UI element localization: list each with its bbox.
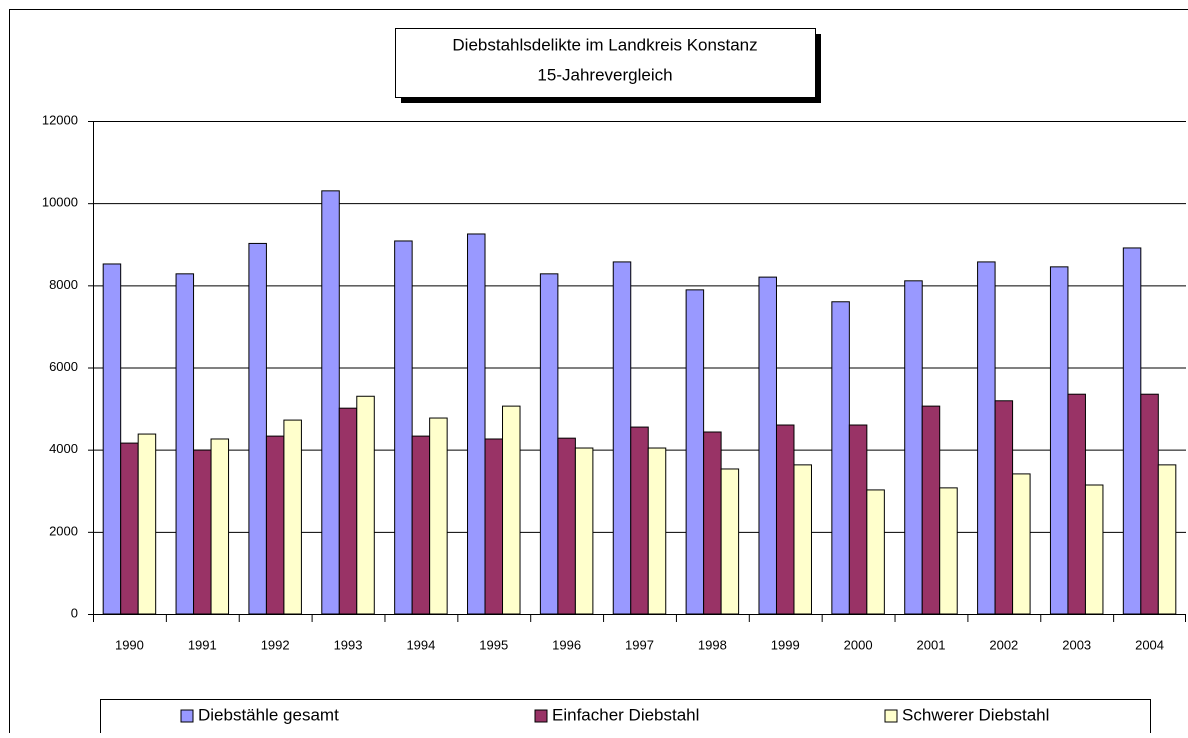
bar: [266, 436, 284, 614]
bar: [1013, 474, 1030, 614]
bar: [1141, 394, 1159, 614]
bar: [704, 432, 722, 614]
x-tick-label: 2000: [844, 637, 873, 652]
bar: [648, 448, 666, 614]
bar: [613, 262, 631, 614]
bar: [1050, 267, 1068, 614]
x-tick-label: 1997: [625, 637, 654, 652]
x-tick-label: 1995: [479, 637, 508, 652]
bar: [867, 490, 885, 614]
x-tick-label: 2001: [917, 637, 946, 652]
x-tick-label: 1996: [552, 637, 581, 652]
bar: [1123, 248, 1141, 614]
bar: [121, 443, 139, 614]
bar: [558, 438, 576, 614]
bar: [905, 281, 923, 614]
bar: [211, 439, 229, 614]
bar: [995, 401, 1013, 614]
x-tick-label: 1999: [771, 637, 800, 652]
y-tick-label: 12000: [42, 112, 78, 127]
x-tick-label: 2003: [1062, 637, 1091, 652]
x-tick-label: 2004: [1135, 637, 1164, 652]
bar: [832, 302, 850, 614]
bar: [631, 427, 649, 614]
bar: [430, 418, 448, 614]
y-tick-label: 4000: [49, 441, 78, 456]
legend-swatch: [181, 710, 193, 722]
bar: [176, 274, 194, 614]
chart-subtitle: 15-Jahrevergleich: [537, 65, 672, 84]
bar: [503, 406, 521, 614]
bar: [322, 191, 340, 614]
bar: [357, 396, 375, 614]
x-tick-label: 2002: [989, 637, 1018, 652]
bar: [339, 408, 357, 614]
bar: [194, 450, 212, 614]
bar: [940, 488, 958, 614]
legend-label: Schwerer Diebstahl: [902, 705, 1049, 724]
legend-swatch: [885, 710, 897, 722]
bar: [721, 469, 739, 614]
y-tick-label: 6000: [49, 359, 78, 374]
bar: [759, 277, 777, 614]
bar: [284, 420, 302, 614]
y-tick-label: 8000: [49, 277, 78, 292]
bar: [922, 406, 940, 614]
y-tick-label: 10000: [42, 195, 78, 210]
legend-swatch: [535, 710, 547, 722]
bar: [540, 274, 558, 614]
bar: [249, 243, 267, 614]
bar: [849, 425, 867, 614]
bar: [1158, 465, 1176, 614]
x-tick-label: 1993: [334, 637, 363, 652]
x-tick-label: 1998: [698, 637, 727, 652]
y-tick-label: 0: [71, 605, 78, 620]
bar: [395, 241, 413, 614]
bar: [1068, 394, 1086, 614]
bar: [776, 425, 794, 614]
bar: [103, 264, 121, 614]
bar: [575, 448, 593, 614]
legend-label: Diebstähle gesamt: [198, 705, 339, 724]
bar: [412, 436, 430, 614]
bar: [978, 262, 996, 614]
bar: [794, 465, 812, 614]
x-tick-label: 1994: [406, 637, 435, 652]
bar: [686, 290, 704, 614]
x-tick-label: 1992: [261, 637, 290, 652]
bar: [485, 439, 503, 614]
bar: [468, 234, 486, 614]
y-tick-label: 2000: [49, 523, 78, 538]
bar: [138, 434, 156, 614]
x-tick-label: 1990: [115, 637, 144, 652]
chart-title: Diebstahlsdelikte im Landkreis Konstanz: [452, 35, 757, 54]
legend-label: Einfacher Diebstahl: [552, 705, 699, 724]
x-tick-label: 1991: [188, 637, 217, 652]
bar: [1085, 485, 1103, 614]
